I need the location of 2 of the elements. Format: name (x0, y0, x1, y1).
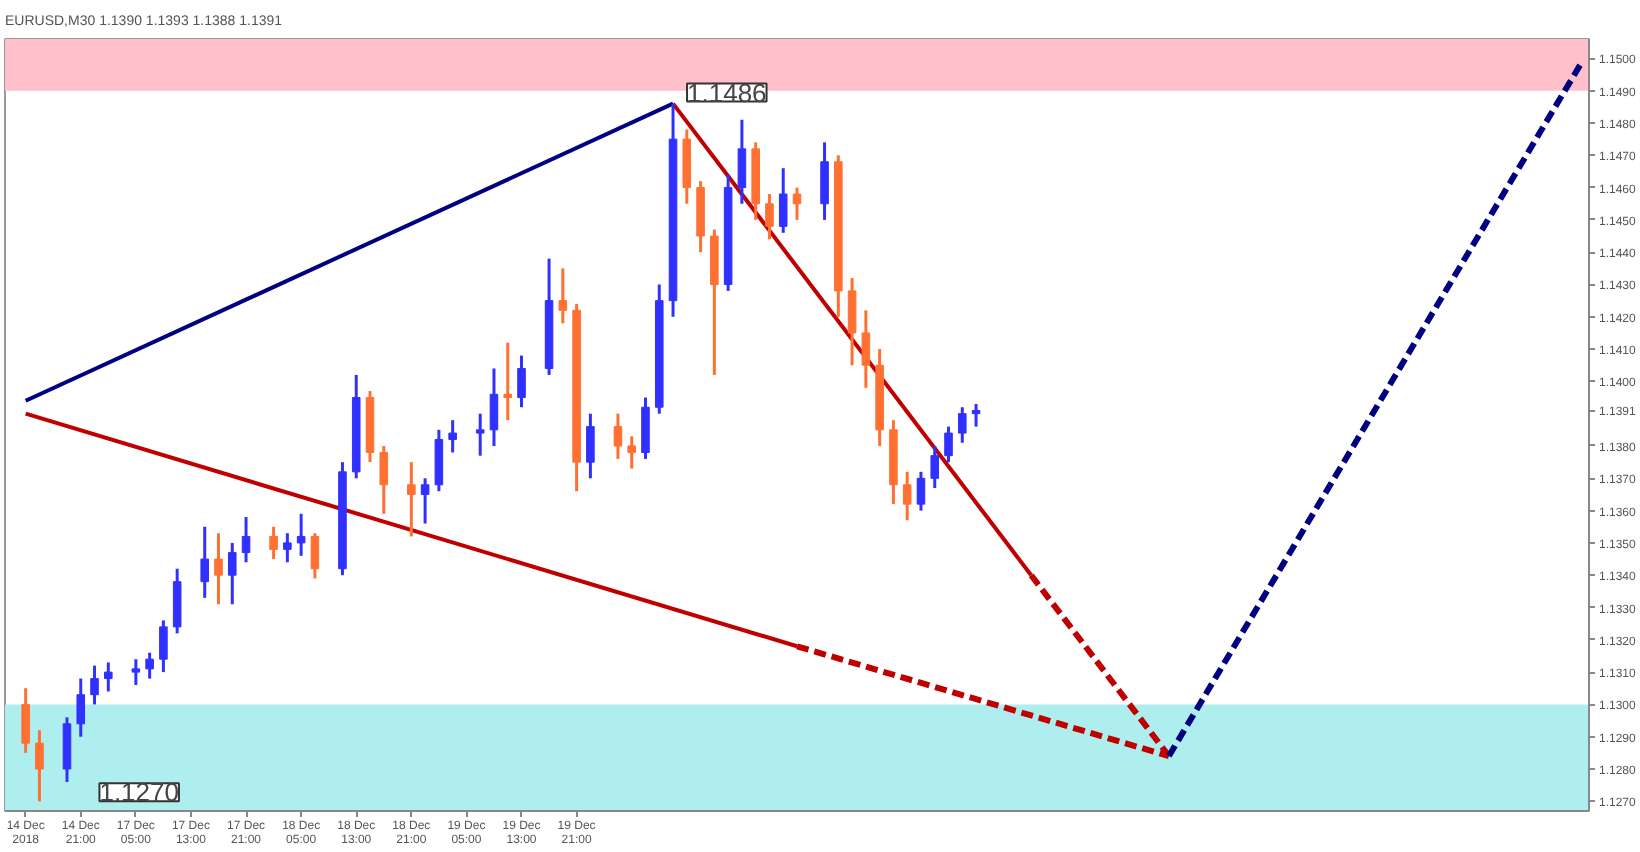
annotation: 1.1486 (687, 77, 767, 108)
annotation: 1.1270 (99, 777, 179, 808)
